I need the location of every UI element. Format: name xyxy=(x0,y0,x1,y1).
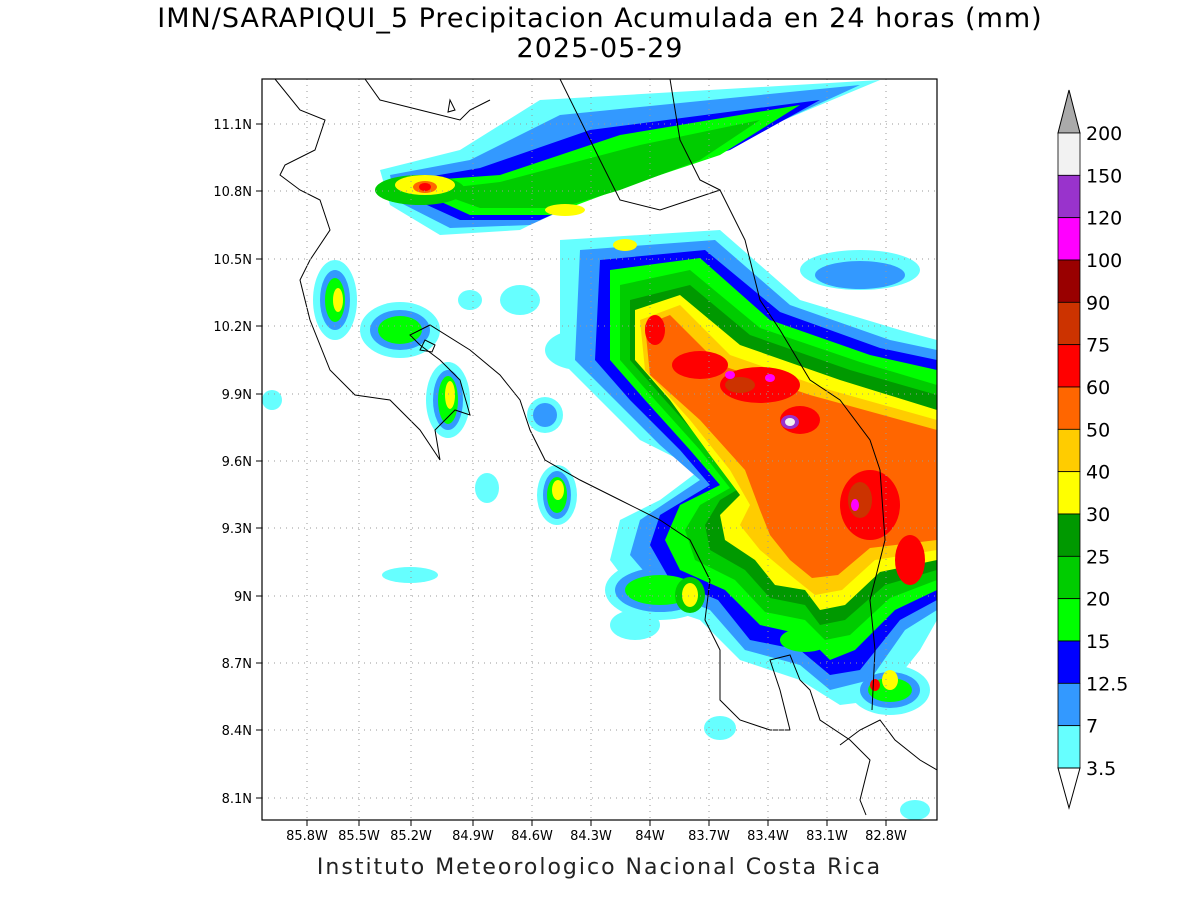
precipitation-field xyxy=(262,80,937,820)
lon-tick-label: 84.9W xyxy=(452,829,494,844)
lat-tick-label: 9.6N xyxy=(222,455,252,470)
latitude-axis: 11.1N 10.8N 10.5N 10.2N 9.9N 9.6N 9.3N 9… xyxy=(213,118,262,807)
colorbar-swatch xyxy=(1057,259,1081,303)
lon-tick-label: 85.2W xyxy=(390,829,432,844)
colorbar-label: 120 xyxy=(1086,208,1122,230)
colorbar-label: 40 xyxy=(1086,462,1110,484)
colorbar-swatch xyxy=(1057,598,1081,642)
colorbar-under-triangle xyxy=(1057,767,1081,810)
colorbar-label: 75 xyxy=(1086,335,1110,357)
lon-tick-label: 85.8W xyxy=(286,829,328,844)
colorbar: 200 150 120 100 90 75 60 50 40 30 25 20 … xyxy=(1057,89,1128,810)
colorbar-label: 100 xyxy=(1086,250,1122,272)
colorbar-label: 25 xyxy=(1086,546,1110,568)
lat-tick-label: 9N xyxy=(234,590,252,605)
lon-tick-label: 83.4W xyxy=(747,829,789,844)
map-title: IMN/SARAPIQUI_5 Precipitacion Acumulada … xyxy=(157,3,1043,34)
colorbar-label: 20 xyxy=(1086,589,1110,611)
colorbar-swatch xyxy=(1057,513,1081,557)
lon-tick-label: 83.1W xyxy=(806,829,848,844)
colorbar-swatch xyxy=(1057,301,1081,346)
colorbar-over-triangle xyxy=(1057,89,1081,134)
colorbar-swatch xyxy=(1057,471,1081,515)
lon-tick-label: 83.7W xyxy=(688,829,730,844)
colorbar-swatch xyxy=(1057,132,1081,176)
colorbar-swatch xyxy=(1057,725,1081,769)
colorbar-swatch xyxy=(1057,555,1081,600)
colorbar-label: 3.5 xyxy=(1086,758,1116,780)
colorbar-label: 7 xyxy=(1086,716,1098,738)
map-date: 2025-05-29 xyxy=(516,33,684,64)
colorbar-label: 60 xyxy=(1086,377,1110,399)
colorbar-label: 50 xyxy=(1086,419,1110,441)
colorbar-swatch xyxy=(1057,682,1081,727)
colorbar-swatch xyxy=(1057,428,1081,473)
colorbar-swatch xyxy=(1057,640,1081,684)
colorbar-swatch xyxy=(1057,217,1081,261)
colorbar-label: 12.5 xyxy=(1086,673,1128,695)
lon-tick-label: 82.8W xyxy=(865,829,907,844)
lat-tick-label: 10.2N xyxy=(213,320,252,335)
map-frame xyxy=(261,78,938,821)
lat-tick-label: 11.1N xyxy=(213,118,252,133)
colorbar-label: 150 xyxy=(1086,165,1122,187)
longitude-axis: 85.8W 85.5W 85.2W 84.9W 84.6W 84.3W 84W … xyxy=(286,820,907,844)
lat-tick-label: 10.8N xyxy=(213,185,252,200)
lat-tick-label: 9.9N xyxy=(222,388,252,403)
lat-tick-label: 8.7N xyxy=(222,657,252,672)
colorbar-swatch xyxy=(1057,174,1081,219)
lat-tick-label: 9.3N xyxy=(222,522,252,537)
lon-tick-label: 84.3W xyxy=(570,829,612,844)
footer-credit: Instituto Meteorologico Nacional Costa R… xyxy=(316,855,883,880)
lon-tick-label: 84.6W xyxy=(511,829,553,844)
colorbar-label: 15 xyxy=(1086,631,1110,653)
lat-tick-label: 8.4N xyxy=(222,724,252,739)
colorbar-label: 200 xyxy=(1086,123,1122,145)
coastline xyxy=(274,79,937,816)
lon-tick-label: 84W xyxy=(635,829,665,844)
colorbar-swatch xyxy=(1057,386,1081,430)
colorbar-swatch xyxy=(1057,344,1081,388)
lat-tick-label: 8.1N xyxy=(222,792,252,807)
lon-tick-label: 85.5W xyxy=(338,829,380,844)
lat-tick-label: 10.5N xyxy=(213,253,252,268)
colorbar-label: 30 xyxy=(1086,504,1110,526)
colorbar-label: 90 xyxy=(1086,292,1110,314)
